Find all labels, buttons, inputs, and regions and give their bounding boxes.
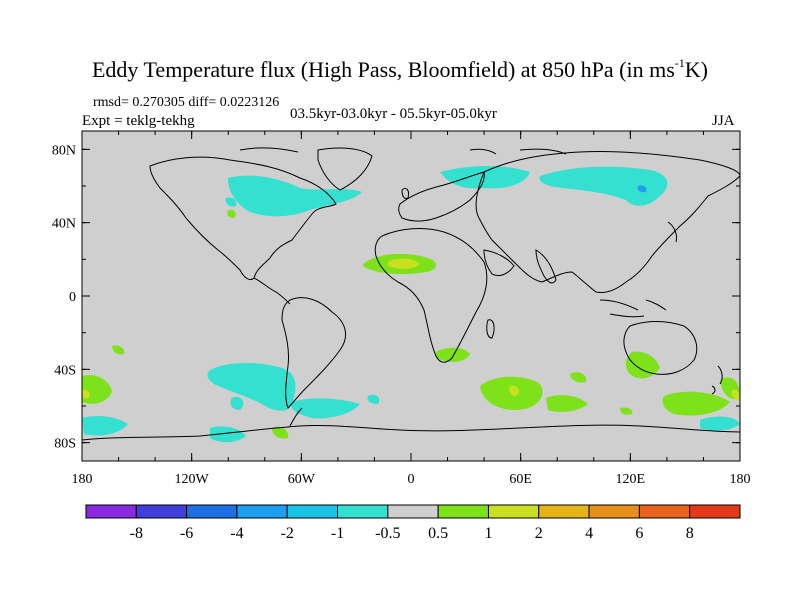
yellow-field-southern-ocean-west [82,389,90,399]
cyan-field-south-pacific [230,396,244,410]
season-label: JJA [712,113,735,129]
x-tick-label: 180 [72,472,93,487]
period-label: 03.5kyr-03.0kyr - 05.5kyr-05.0kyr [290,106,497,122]
x-tick-label: 120W [175,472,210,487]
axis-labels: 80N 40N 0 40S 80S 180 120W 60W 0 60E 120E 180 [52,143,751,487]
coast-madagascar [486,319,495,339]
green-field-antarctic-sector-2 [620,407,633,415]
y-tick-label: 80S [54,437,76,452]
coast-europe [398,171,485,222]
cyan-field-pacific-west [82,416,128,436]
colorbar-swatch [286,504,339,519]
axis-ticks [81,131,741,461]
green-field-indian-ocean-2 [546,395,588,412]
coast-india [535,249,557,284]
colorbar-swatch [236,504,288,519]
colorbar-swatch [638,504,691,519]
green-field-antarctic-sector [272,426,289,439]
colorbar-swatch [387,504,439,519]
y-tick-label: 80N [52,143,76,158]
colorbar-labels: -8 -6 -4 -2 -1 -0.5 0.5 1 2 4 6 8 [130,525,694,542]
x-tick-label: 60E [509,472,532,487]
colorbar-label: 0.5 [428,525,448,542]
experiment-label: Expt = teklg-tekhg [82,113,195,129]
colorbar-label: -6 [180,525,193,542]
cyan-field-south-atlantic [290,398,360,419]
coast-asia [475,150,741,293]
coast-africa [374,228,488,363]
colorbar-label: 4 [585,525,593,542]
coast-uk [401,187,409,199]
cyan-field-north-america [228,175,362,217]
green-field-south-africa [435,347,470,362]
plot-title: Eddy Temperature flux (High Pass, Bloomf… [91,56,708,82]
coast-central-america [253,277,291,305]
coast-new-zealand [711,365,723,395]
x-tick-label: 0 [408,472,415,487]
green-field-australia-south [625,351,660,379]
coast-indonesia [599,299,667,318]
yellow-field-east-edge [731,389,740,400]
coast-south-america [281,297,347,409]
colorbar-swatch [337,504,389,519]
coastlines [81,147,741,441]
colorbar-label: -4 [230,525,243,542]
colorbar-label: 6 [635,525,643,542]
colorbar-label: -0.5 [375,525,400,542]
colorbar-swatch [538,504,590,519]
y-tick-label: 40N [52,217,76,232]
cyan-field-antarctic-sector [210,426,246,443]
y-tick-label: 0 [69,290,76,305]
x-tick-label: 60W [288,472,316,487]
colorbar-swatch [689,504,741,519]
colorbar-swatch [437,504,489,519]
cyan-field-pacific-2 [112,345,125,355]
colorbar [85,504,741,519]
coast-greenland [317,147,373,191]
colorbar-swatch [487,504,540,519]
coast-japan [667,221,677,243]
y-tick-label: 40S [54,363,76,378]
coast-north-america [149,156,337,281]
cyan-field-north-europe [440,166,530,189]
green-field-southern-ocean-west [82,374,112,404]
green-field-kerguelen [570,372,587,383]
coast-antarctic-peninsula [289,407,303,427]
colorbar-label: -8 [130,525,143,542]
cyan-field-north-america-small [225,197,237,207]
colorbar-label: 1 [484,525,492,542]
x-tick-label: 120E [616,472,646,487]
anomaly-fields [82,166,740,443]
cyan-field-south-america [207,363,296,411]
cyan-field-siberia [539,166,668,206]
green-field-canada [227,209,236,218]
colorbar-swatch [186,504,238,519]
blue-field-siberia [637,185,647,193]
coast-australia [623,321,698,375]
x-tick-label: 180 [730,472,751,487]
colorbar-label: -2 [281,525,294,542]
coast-arabia [483,249,515,277]
yellow-field-sahara [388,258,420,269]
colorbar-swatch [588,504,640,519]
colorbar-swatch [135,504,188,519]
colorbar-label: -1 [331,525,344,542]
colorbar-label: 2 [535,525,543,542]
yellow-field-indian-ocean [509,385,519,396]
cyan-field-east-antarctic [700,416,740,431]
colorbar-label: 8 [686,525,694,542]
colorbar-swatch [85,504,137,519]
stats-label: rmsd= 0.270305 diff= 0.0223126 [93,95,280,110]
green-field-southern-ocean-east [662,391,730,416]
coast-antarctica [81,424,741,441]
coast-arctic-islands [239,147,567,155]
cyan-field-south-atlantic-2 [367,394,380,404]
